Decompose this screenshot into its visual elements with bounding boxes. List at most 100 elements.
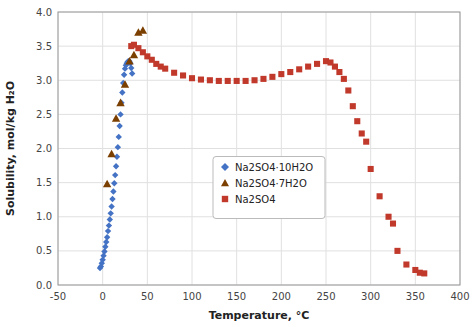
chart: -500501001502002503003504000.00.51.01.52…	[0, 0, 474, 327]
point	[101, 248, 107, 254]
data-points	[97, 26, 428, 276]
point	[225, 78, 231, 84]
y-tick-label: 2.5	[36, 109, 52, 120]
point	[363, 139, 369, 145]
point	[198, 77, 204, 83]
x-tick-label: 50	[141, 291, 154, 302]
x-axis-label: Temperature, °C	[209, 309, 310, 322]
point	[243, 78, 249, 84]
point	[336, 69, 342, 75]
point	[287, 69, 293, 75]
tick-labels: -500501001502002503003504000.00.51.01.52…	[36, 7, 469, 303]
x-tick-label: 400	[450, 291, 469, 302]
point	[103, 180, 111, 188]
point	[341, 76, 347, 82]
point	[103, 239, 109, 245]
x-tick-label: 350	[406, 291, 425, 302]
point	[121, 72, 127, 78]
x-tick-label: 250	[316, 291, 335, 302]
x-tick-label: 200	[272, 291, 291, 302]
point	[119, 89, 125, 95]
point	[216, 78, 222, 84]
point	[368, 166, 374, 172]
point	[126, 58, 132, 64]
point	[112, 172, 118, 178]
point	[350, 103, 356, 109]
point	[359, 130, 365, 136]
point	[385, 214, 391, 220]
x-tick-label: 0	[99, 291, 105, 302]
legend-label: Na2SO4·7H2O	[235, 178, 307, 189]
legend-box	[213, 157, 325, 219]
point	[421, 270, 427, 276]
point	[260, 76, 266, 82]
point	[377, 193, 383, 199]
point	[108, 203, 114, 209]
point	[234, 78, 240, 84]
grid-line-y	[58, 80, 460, 81]
y-tick-label: 3.5	[36, 41, 52, 52]
point	[105, 228, 111, 234]
point	[390, 221, 396, 227]
legend-symbol	[221, 163, 229, 171]
point	[180, 72, 186, 78]
legend-symbol	[222, 196, 228, 202]
point	[130, 51, 138, 59]
x-tick-label: 100	[182, 291, 201, 302]
legend-symbol	[221, 179, 229, 186]
series	[128, 42, 427, 277]
point	[116, 134, 122, 140]
point	[189, 75, 195, 81]
x-tick-label: -50	[50, 291, 66, 302]
point	[104, 234, 110, 240]
point	[107, 216, 113, 222]
point	[116, 99, 124, 107]
point	[403, 261, 409, 267]
point	[139, 26, 147, 34]
point	[116, 123, 122, 129]
point	[121, 80, 129, 88]
point	[129, 70, 135, 76]
point	[314, 61, 320, 67]
grid-line-y	[58, 46, 460, 47]
plot-area	[58, 12, 460, 285]
y-tick-label: 1.0	[36, 211, 52, 222]
y-tick-label: 0.0	[36, 280, 52, 291]
point	[332, 64, 338, 70]
point	[345, 87, 351, 93]
y-tick-label: 3.0	[36, 75, 52, 86]
series	[103, 26, 147, 187]
point	[102, 244, 108, 250]
legend-label: Na2SO4	[235, 194, 276, 205]
point	[115, 144, 121, 150]
legend: Na2SO4·10H2O Na2SO4·7H2O Na2SO4	[213, 157, 325, 219]
point	[106, 222, 112, 228]
point	[171, 70, 177, 76]
point	[111, 180, 117, 186]
point	[251, 77, 257, 83]
point	[109, 196, 115, 202]
point	[394, 248, 400, 254]
x-tick-label: 300	[361, 291, 380, 302]
point	[108, 210, 114, 216]
legend-label: Na2SO4·10H2O	[235, 162, 313, 173]
point	[128, 65, 134, 71]
point	[296, 66, 302, 72]
point	[354, 118, 360, 124]
point	[113, 163, 119, 169]
y-tick-label: 2.0	[36, 143, 52, 154]
point	[278, 71, 284, 77]
point	[112, 114, 120, 122]
point	[162, 66, 168, 72]
y-tick-label: 1.5	[36, 177, 52, 188]
point	[269, 74, 275, 80]
y-tick-label: 4.0	[36, 7, 52, 18]
y-axis-label: Solubility, mol/kg H₂O	[4, 81, 17, 216]
y-tick-label: 0.5	[36, 245, 52, 256]
point	[305, 64, 311, 70]
point	[107, 150, 115, 158]
grid	[58, 12, 460, 285]
point	[110, 188, 116, 194]
plot-frame	[58, 12, 460, 285]
point	[117, 111, 123, 117]
